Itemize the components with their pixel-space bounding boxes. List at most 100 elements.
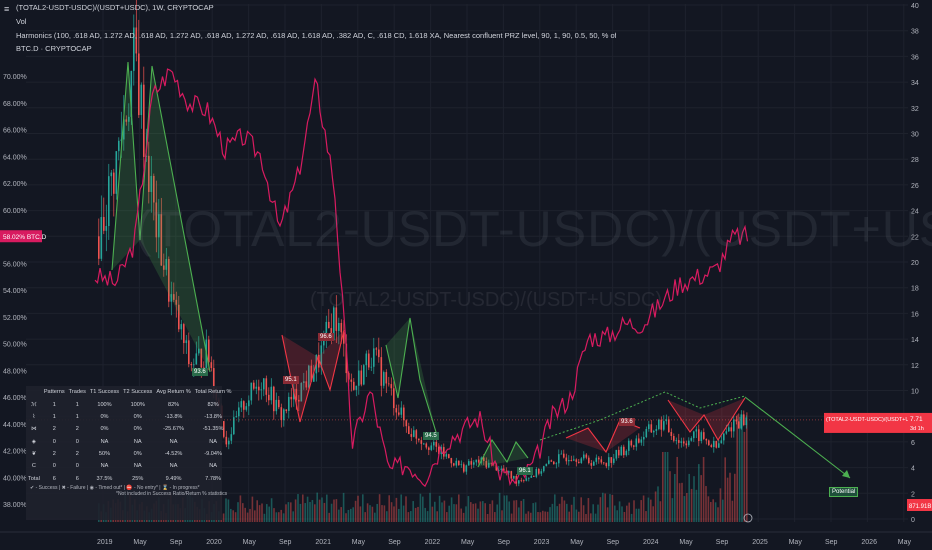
price-candle (173, 294, 175, 300)
price-candle (303, 381, 305, 383)
volume-bar (606, 507, 609, 522)
volume-bar (431, 506, 434, 522)
price-candle (690, 438, 693, 441)
left-axis-tick-label: 48.00% (3, 368, 27, 375)
volume-bar (340, 507, 342, 522)
volume-bar (354, 500, 357, 522)
vol-indicator-label[interactable]: Vol (16, 17, 27, 26)
stats-header-cell: T2 Success (123, 389, 153, 396)
price-candle (355, 385, 358, 390)
volume-bar (539, 512, 542, 522)
volume-bar (585, 513, 587, 522)
stats-cell: -4.52% (164, 451, 183, 458)
price-candle (558, 454, 560, 464)
volume-bar (412, 501, 414, 522)
volume-bar (518, 507, 520, 522)
stats-cell: 2 (75, 426, 79, 433)
harmonics-indicator-label[interactable]: Harmonics (100, .618 AD, 1.272 AD, .618 … (16, 31, 616, 40)
price-candle (745, 417, 748, 426)
pattern-tag-1[interactable]: 93.6 (192, 368, 208, 376)
volume-bar (287, 502, 290, 522)
stats-header-cell: T1 Success (89, 389, 120, 396)
volume-bar (486, 513, 489, 522)
volume-bar (467, 496, 470, 522)
volume-bar (635, 508, 638, 522)
price-candle (325, 321, 328, 335)
symbol-title[interactable]: (TOTAL2-USDT-USDC)/(USDT+USDC), 1W, CRYP… (16, 3, 214, 12)
volume-bar (323, 502, 326, 522)
volume-badge (907, 499, 932, 511)
volume-bar (664, 452, 666, 522)
volume-bar (285, 504, 287, 522)
pattern-tag-2[interactable]: 95.1 (283, 376, 299, 384)
volume-bar (705, 486, 707, 522)
volume-bar (230, 508, 232, 522)
pattern-tag-6[interactable]: 93.6 (619, 418, 635, 426)
volume-bar (328, 512, 330, 522)
volume-bar (316, 492, 318, 522)
x-axis-tick-label: May (570, 539, 584, 546)
price-candle (255, 386, 258, 389)
price-candle (550, 460, 553, 462)
price-candle (318, 354, 320, 368)
volume-bar (314, 504, 316, 522)
volume-bar (491, 500, 494, 522)
volume-bar (623, 511, 626, 522)
price-candle (450, 458, 453, 464)
pattern-tag-5[interactable]: 96.1 (517, 467, 533, 475)
stats-cell: ℳ (30, 401, 37, 408)
volume-bar (474, 503, 477, 522)
volume-bar (242, 503, 244, 522)
volume-bar (722, 499, 724, 522)
potential-label[interactable]: Potential (829, 487, 859, 497)
volume-bar (659, 501, 662, 522)
volume-bar (395, 497, 398, 522)
stats-cell: 9.49% (165, 475, 182, 482)
price-candle (638, 438, 640, 443)
volume-bar (678, 483, 681, 522)
volume-bar (246, 512, 249, 522)
pattern-tag-4[interactable]: 94.5 (423, 432, 439, 440)
volume-bar (294, 499, 297, 522)
volume-bar (388, 495, 390, 522)
price-candle (373, 348, 375, 367)
price-candle (383, 372, 385, 386)
volume-bar (609, 494, 611, 522)
price-candle (725, 431, 728, 434)
volume-bar (278, 512, 280, 522)
price-candle (678, 440, 680, 443)
potential-text: Potential (832, 489, 856, 495)
harmonic-pattern-line (667, 397, 746, 442)
volume-bar (470, 502, 472, 522)
pattern-tag-3[interactable]: 96.6 (318, 333, 334, 341)
volume-bar (626, 505, 628, 522)
volume-bar (304, 503, 306, 522)
price-candle (553, 461, 555, 465)
price-candle (500, 468, 503, 470)
price-candle (138, 53, 140, 116)
stats-cell: 7.78% (205, 475, 222, 482)
price-candle (560, 453, 563, 455)
x-axis-tick-label: 2024 (643, 539, 659, 546)
price-candle (150, 175, 153, 192)
volume-bar (688, 473, 690, 522)
price-candle (398, 412, 400, 415)
x-axis-tick-label: Sep (825, 539, 838, 546)
price-candle (735, 419, 738, 422)
price-candle (728, 427, 730, 432)
stats-header-cell: Trades (68, 389, 86, 396)
volume-bar (510, 513, 513, 522)
price-candle (593, 461, 595, 466)
volume-bar (594, 513, 597, 522)
volume-bar (599, 497, 602, 522)
volume-bar (602, 492, 604, 522)
volume-badge-text: 871.91B (909, 504, 931, 510)
price-candle (125, 119, 128, 122)
volume-bar (669, 471, 671, 522)
price-candle (570, 460, 573, 461)
price-badge (824, 412, 908, 433)
volume-bar (239, 495, 242, 522)
menu-icon[interactable]: ≡ (4, 4, 10, 14)
btcd-indicator-label[interactable]: BTC.D · CRYPTOCAP (16, 44, 92, 53)
price-candle (198, 348, 200, 354)
